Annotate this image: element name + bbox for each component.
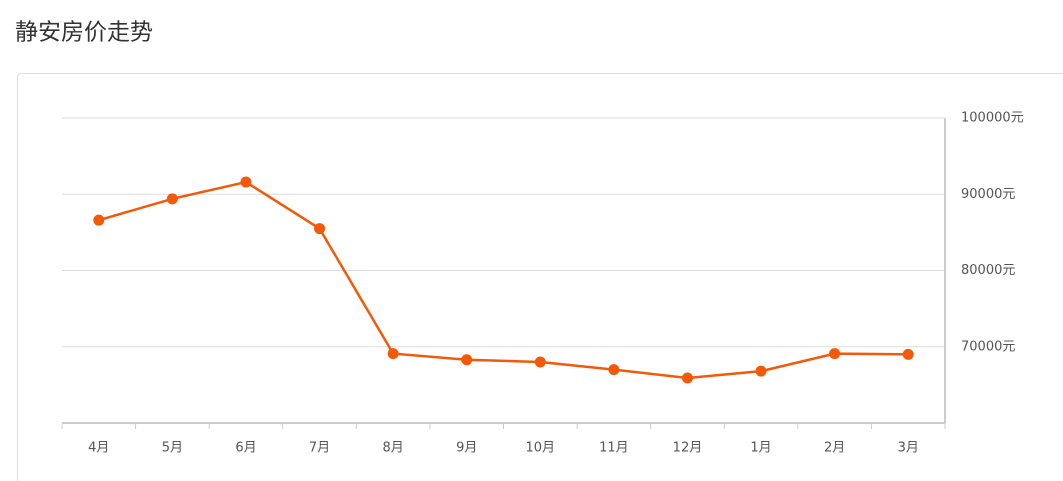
point [461, 354, 473, 366]
x-tick-label: 4月 [88, 441, 109, 456]
x-tick-label: 9月 [456, 441, 477, 456]
x-tick-label: 6月 [235, 441, 256, 456]
point [829, 348, 841, 360]
point [166, 193, 178, 205]
point [755, 365, 767, 377]
line [98, 180, 909, 380]
x-tick-label: 7月 [309, 441, 330, 456]
chart-title: 静安房价走势 [15, 20, 153, 46]
x-tick-label: 11月 [599, 441, 629, 456]
y-tick-label: 90000元 [961, 187, 1015, 202]
x-tick-label: 12月 [673, 441, 703, 456]
x-tick-label: 3月 [898, 441, 919, 456]
point [681, 372, 693, 384]
y-tick-label: 70000元 [961, 339, 1015, 354]
point [93, 214, 105, 226]
y-tick-label: 100000元 [961, 111, 1024, 126]
x-tick-label: 10月 [526, 441, 556, 456]
point [534, 356, 546, 368]
x-tick-label: 5月 [162, 441, 183, 456]
x-tick-label: 1月 [750, 441, 771, 456]
x-tick-label: 2月 [824, 441, 845, 456]
card [17, 73, 1063, 481]
point [902, 348, 914, 360]
point [314, 223, 326, 235]
point [240, 176, 252, 188]
point [608, 364, 620, 376]
point [387, 348, 399, 360]
x-tick-label: 8月 [382, 441, 403, 456]
y-tick-label: 80000元 [961, 263, 1015, 278]
